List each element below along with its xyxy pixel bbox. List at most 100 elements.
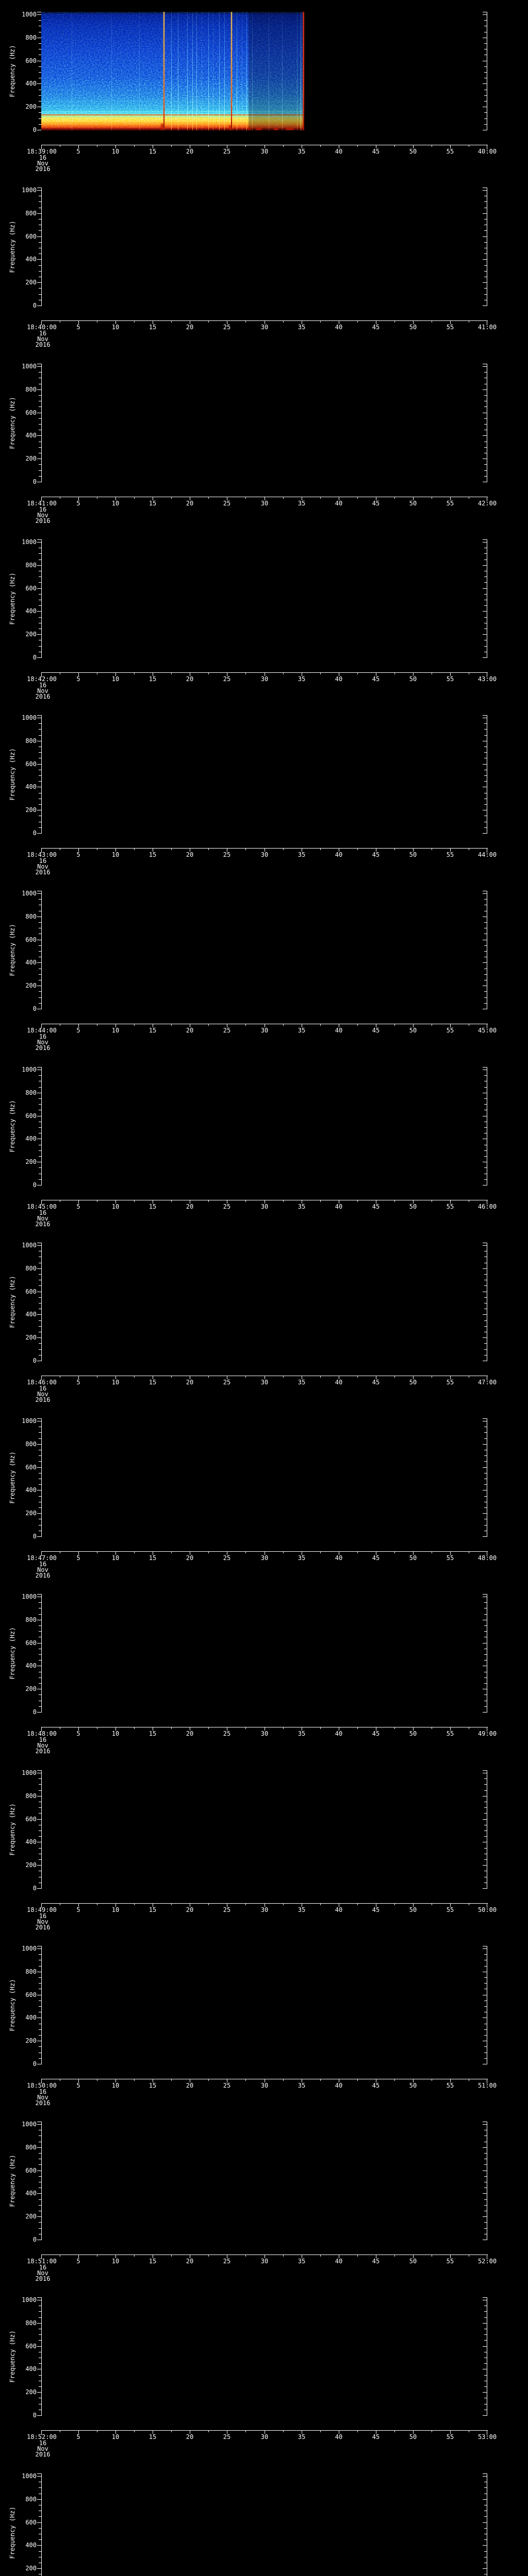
y-axis-line-left bbox=[41, 1067, 42, 1185]
y-axis-tick bbox=[483, 282, 487, 283]
x-axis-date-label: 2016 bbox=[35, 165, 51, 173]
y-axis-tick bbox=[39, 2317, 41, 2318]
x-axis-tick bbox=[134, 497, 135, 499]
x-axis-tick-label: 15 bbox=[148, 1554, 157, 1562]
y-axis-tick bbox=[39, 2516, 41, 2517]
y-axis-line-left bbox=[41, 188, 42, 306]
x-axis-tick bbox=[245, 673, 246, 674]
x-axis-end-cap bbox=[41, 1024, 42, 1028]
x-axis-date-label: 16 bbox=[39, 1033, 47, 1040]
x-axis-tick bbox=[208, 2255, 209, 2257]
y-axis-tick bbox=[484, 827, 487, 828]
y-axis-tick-label: 400 bbox=[25, 1311, 37, 1318]
y-axis-tick-label: 600 bbox=[25, 57, 37, 64]
glitch-line bbox=[231, 12, 232, 130]
y-axis-tick bbox=[484, 781, 487, 782]
x-axis-tick-label: 45 bbox=[372, 1027, 380, 1034]
x-axis-tick bbox=[413, 497, 414, 500]
x-axis-tick bbox=[208, 1727, 209, 1729]
x-axis-date-label: 16 bbox=[39, 154, 47, 161]
y-axis-tick bbox=[39, 20, 41, 21]
y-axis-tick bbox=[39, 265, 41, 266]
x-axis-tick bbox=[78, 1376, 79, 1379]
y-axis-title: Frequency (Hz) bbox=[9, 1100, 16, 1153]
x-axis-tick bbox=[394, 2079, 395, 2081]
x-axis-tick-label: 25 bbox=[223, 1027, 231, 1034]
y-axis-tick bbox=[39, 827, 41, 828]
x-axis-end-cap bbox=[41, 673, 42, 677]
x-axis-tick-label: 30 bbox=[260, 2433, 269, 2441]
y-axis-tick bbox=[484, 95, 487, 96]
y-axis-tick bbox=[483, 2323, 487, 2324]
x-axis-line bbox=[41, 672, 488, 673]
x-axis-tick-label: 30 bbox=[260, 1554, 269, 1562]
y-axis-tick-label: 800 bbox=[25, 1968, 37, 1975]
spectrogram-panel: Frequency (Hz) 0 200 400 600 800 1000 5 10 15 20 25… bbox=[0, 1055, 528, 1231]
x-axis-start-time-label: 18:46:00 bbox=[27, 1379, 57, 1386]
y-axis-tick-label: 400 bbox=[25, 1486, 37, 1494]
y-axis-tick-label: 1000 bbox=[22, 1066, 37, 1073]
x-axis-tick-label: 5 bbox=[76, 851, 80, 858]
x-axis-date-label: 2016 bbox=[35, 517, 51, 524]
y-axis-tick bbox=[39, 271, 41, 272]
x-axis-tick-label: 25 bbox=[223, 851, 231, 858]
y-axis-tick bbox=[37, 893, 41, 894]
y-axis-tick-label: 600 bbox=[25, 2519, 37, 2526]
y-axis-tick bbox=[39, 922, 41, 923]
x-axis-tick-label: 40 bbox=[335, 851, 343, 858]
x-axis-tick-label: 45 bbox=[372, 1203, 380, 1210]
y-axis-tick-label: 400 bbox=[25, 607, 37, 615]
x-axis-end-time-label: 52:00 bbox=[477, 2258, 497, 2265]
x-axis-tick-label: 35 bbox=[298, 2258, 306, 2265]
x-axis-tick bbox=[171, 1024, 172, 1026]
x-axis-tick-label: 20 bbox=[186, 675, 194, 683]
x-axis-tick bbox=[394, 849, 395, 850]
y-axis-tick-label: 600 bbox=[25, 1112, 37, 1120]
y-axis-tick bbox=[483, 2476, 487, 2477]
x-axis-tick bbox=[134, 321, 135, 323]
y-axis-tick-label: 200 bbox=[25, 279, 37, 286]
y-axis-tick bbox=[484, 2487, 487, 2488]
x-axis-tick bbox=[78, 321, 79, 324]
y-axis-tick bbox=[484, 230, 487, 231]
x-axis-tick bbox=[283, 849, 284, 850]
x-axis-tick bbox=[283, 1904, 284, 1905]
y-axis-end-cap bbox=[37, 1418, 42, 1419]
y-axis-tick bbox=[484, 1983, 487, 1984]
y-axis-tick bbox=[39, 2363, 41, 2364]
x-axis-tick bbox=[357, 849, 358, 850]
y-axis-tick bbox=[484, 470, 487, 471]
x-axis-tick-label: 30 bbox=[260, 1027, 269, 1034]
y-axis-tick bbox=[483, 2522, 487, 2523]
x-axis-tick-label: 40 bbox=[335, 1906, 343, 1913]
x-axis-tick-label: 10 bbox=[111, 148, 120, 155]
x-axis-tick bbox=[208, 1024, 209, 1026]
y-axis-tick bbox=[39, 1167, 41, 1168]
y-axis-tick bbox=[39, 447, 41, 448]
x-axis-tick bbox=[283, 2079, 284, 2081]
x-axis-tick-label: 5 bbox=[76, 675, 80, 683]
bottom-hotspot bbox=[161, 124, 163, 130]
x-axis-start-time-label: 18:50:00 bbox=[27, 2082, 57, 2089]
x-axis-tick bbox=[413, 849, 414, 852]
y-axis-tick bbox=[39, 2029, 41, 2030]
x-axis-tick-label: 20 bbox=[186, 1027, 194, 1034]
x-axis-date-label: 2016 bbox=[35, 1748, 51, 1755]
y-axis-tick bbox=[39, 1326, 41, 1327]
y-axis-tick bbox=[484, 118, 487, 119]
x-axis-tick bbox=[413, 1376, 414, 1379]
y-axis-tick bbox=[39, 775, 41, 776]
y-axis-tick bbox=[484, 294, 487, 295]
x-axis-tick bbox=[245, 1024, 246, 1026]
y-axis-tick bbox=[483, 1314, 487, 1315]
x-axis-tick bbox=[357, 321, 358, 323]
y-axis-tick bbox=[484, 1807, 487, 1808]
x-axis-tick bbox=[245, 321, 246, 323]
x-axis-date-label: 2016 bbox=[35, 693, 51, 700]
y-axis-end-cap bbox=[483, 1418, 487, 1419]
x-axis-tick bbox=[134, 145, 135, 147]
y-axis-tick bbox=[484, 2311, 487, 2312]
x-axis-tick bbox=[134, 849, 135, 850]
y-axis-tick bbox=[39, 646, 41, 647]
y-axis-tick-label: 0 bbox=[32, 2236, 37, 2243]
